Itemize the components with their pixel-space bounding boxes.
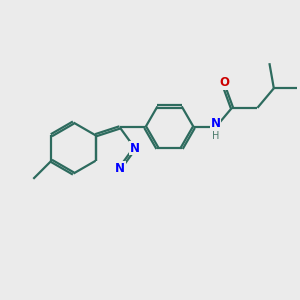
Text: N: N	[130, 142, 140, 154]
Text: H: H	[212, 131, 219, 141]
Text: N: N	[211, 117, 220, 130]
Text: O: O	[220, 76, 230, 89]
Text: N: N	[115, 162, 125, 175]
